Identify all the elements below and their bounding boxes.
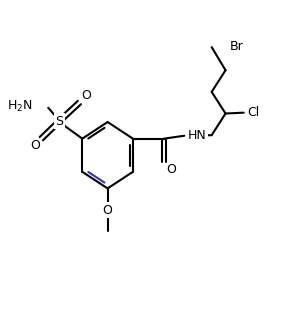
Text: H$_2$N: H$_2$N <box>7 99 32 114</box>
Text: O: O <box>81 89 91 102</box>
Text: O: O <box>166 163 176 176</box>
Text: HN: HN <box>188 129 206 142</box>
Text: O: O <box>103 204 113 217</box>
Text: S: S <box>55 115 63 128</box>
Text: Br: Br <box>229 40 243 53</box>
Text: O: O <box>30 139 40 152</box>
Text: Cl: Cl <box>248 106 260 119</box>
